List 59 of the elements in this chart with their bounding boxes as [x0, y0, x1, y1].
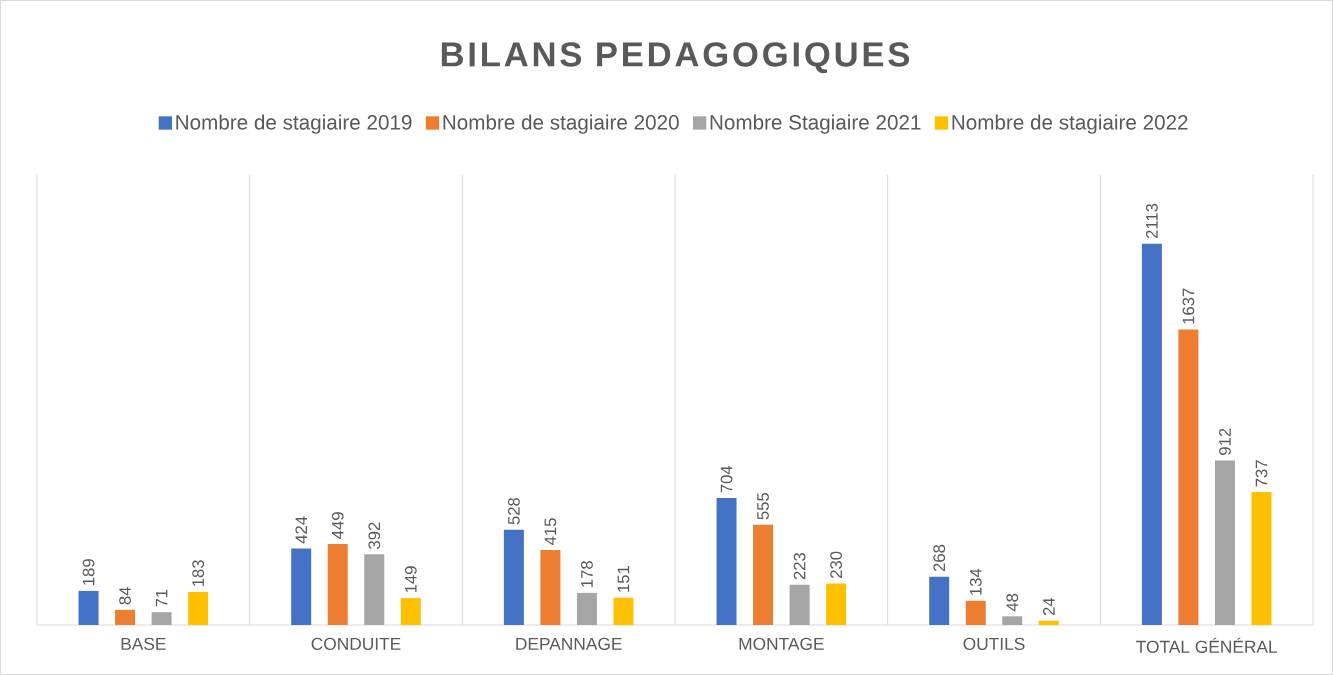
data-label: 737	[1255, 460, 1268, 487]
bar	[291, 548, 312, 625]
data-label: 1637	[1182, 288, 1195, 324]
bar	[929, 576, 950, 625]
bar	[1141, 243, 1162, 625]
data-label: 912	[1219, 428, 1231, 455]
data-label: 449	[331, 512, 344, 539]
x-tick-label: CONDUITE	[311, 637, 401, 650]
bar	[965, 600, 986, 625]
bar	[115, 609, 136, 625]
bar	[400, 598, 421, 625]
legend-label: Nombre de stagiaire 2020	[443, 114, 679, 134]
bar	[1002, 616, 1023, 625]
data-label: 528	[507, 497, 520, 525]
data-label: 134	[969, 568, 982, 595]
bar	[576, 592, 597, 625]
bar	[1178, 329, 1199, 625]
data-label: 2113	[1145, 203, 1158, 239]
bar	[1214, 460, 1235, 625]
data-label: 24	[1043, 597, 1055, 616]
bar	[1038, 620, 1059, 625]
bar	[188, 591, 209, 625]
bar	[151, 612, 172, 625]
data-label: 223	[793, 552, 806, 580]
bar	[826, 583, 847, 625]
data-label: 189	[82, 559, 95, 585]
data-label: 230	[830, 551, 843, 578]
legend-label: Nombre de stagiaire 2019	[176, 114, 412, 134]
bar	[327, 543, 348, 625]
bar	[78, 590, 99, 625]
data-label: 151	[617, 566, 630, 592]
bar	[789, 584, 810, 625]
data-label: 415	[544, 518, 557, 546]
data-label: 71	[155, 589, 168, 607]
bar	[716, 497, 737, 625]
legend-label: Nombre Stagiaire 2021	[710, 114, 921, 134]
legend-label: Nombre de stagiaire 2022	[952, 114, 1188, 134]
data-label: 424	[295, 516, 308, 544]
data-label: 84	[119, 587, 131, 605]
bar	[1251, 491, 1272, 625]
data-label: 555	[757, 493, 769, 520]
data-label: 149	[404, 566, 417, 593]
data-label: 268	[933, 544, 946, 572]
data-label: 704	[720, 465, 733, 493]
data-label: 392	[368, 522, 381, 549]
bar	[753, 524, 774, 625]
bar	[364, 554, 385, 625]
data-label: 183	[192, 560, 205, 586]
x-tick-label: MONTAGE	[739, 637, 824, 650]
x-tick-label: DEPANNAGE	[516, 637, 622, 650]
x-tick-label: OUTILS	[963, 637, 1025, 650]
bar	[613, 597, 634, 625]
data-label: 178	[581, 561, 593, 587]
bar	[503, 529, 524, 625]
x-tick-label: BASE	[121, 637, 166, 650]
x-tick-label: TOTAL GÉNÉRAL	[1136, 637, 1278, 653]
chart-title: BILANS PEDAGOGIQUES	[441, 42, 910, 74]
data-label: 48	[1006, 593, 1019, 612]
bar	[540, 550, 561, 625]
